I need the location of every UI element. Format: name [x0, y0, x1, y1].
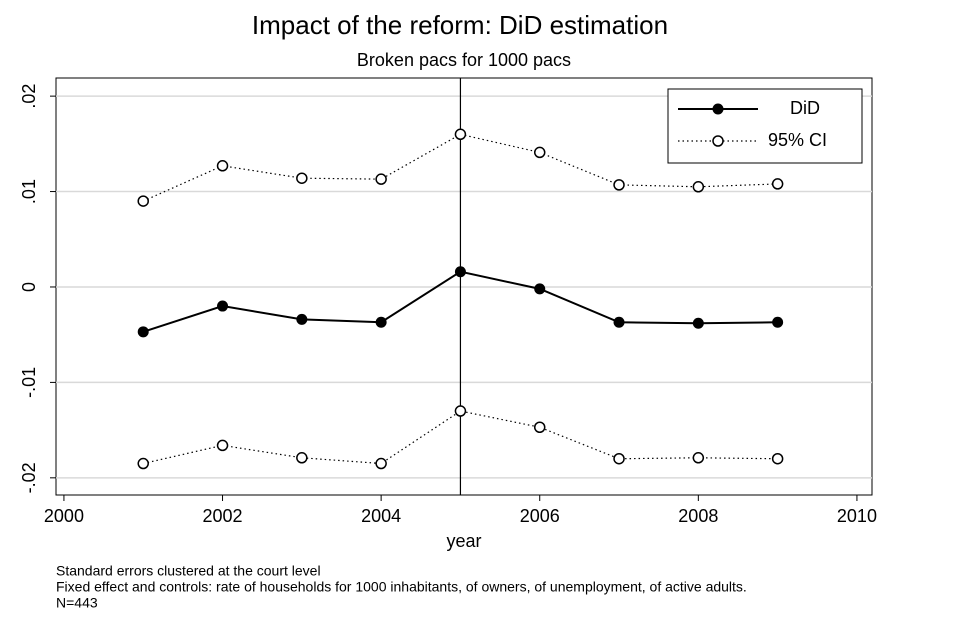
ci-marker	[137, 195, 149, 207]
did-marker	[772, 316, 784, 328]
ci-marker	[692, 452, 705, 464]
x-tick-label: 2004	[361, 506, 401, 526]
ci-marker	[375, 173, 387, 185]
ci-marker	[613, 452, 625, 465]
did-marker	[375, 316, 387, 328]
legend-swatch	[712, 103, 724, 115]
x-tick-label: 2002	[203, 506, 243, 526]
ci-marker	[216, 439, 229, 452]
x-tick-label: 2000	[44, 506, 84, 526]
y-tick-label: -.01	[19, 367, 39, 398]
ci-marker	[771, 452, 784, 465]
legend-label: DiD	[790, 98, 820, 118]
x-tick-label: 2006	[520, 506, 560, 526]
note: Standard errors clustered at the court l…	[56, 563, 321, 579]
note: Fixed effect and controls: rate of house…	[56, 579, 747, 595]
y-tick-label: 0	[19, 282, 39, 292]
ci-marker	[216, 160, 229, 172]
ci-marker	[296, 172, 308, 184]
x-tick-label: 2010	[837, 506, 877, 526]
did-marker	[217, 300, 229, 312]
ci-marker	[692, 181, 705, 193]
ci-marker	[454, 128, 467, 141]
did-marker	[454, 266, 466, 278]
legend-label: 95% CI	[768, 130, 827, 150]
did-marker	[692, 317, 704, 329]
chart-subtitle: Broken pacs for 1000 pacs	[357, 50, 571, 70]
ci-marker	[533, 146, 546, 159]
ci-marker	[454, 405, 467, 417]
ci-marker	[296, 452, 308, 464]
legend-box	[667, 88, 863, 164]
x-tick-label: 2008	[678, 506, 718, 526]
y-tick-label: -.02	[19, 462, 39, 493]
ci-marker	[533, 421, 546, 433]
ci-line	[143, 410, 778, 465]
did-marker	[137, 326, 149, 338]
legend-swatch	[712, 135, 724, 147]
y-tick-label: .01	[19, 179, 39, 204]
did-marker	[534, 283, 546, 295]
ci-line	[142, 133, 778, 202]
y-tick-label: .02	[19, 84, 39, 109]
x-axis-label: year	[446, 531, 481, 551]
did-marker	[296, 313, 308, 325]
note: N=443	[56, 595, 98, 611]
ci-marker	[375, 457, 387, 470]
ci-marker	[771, 178, 784, 190]
did-marker	[613, 316, 625, 328]
ci-marker	[613, 179, 625, 191]
ci-marker	[137, 457, 149, 470]
chart-title: Impact of the reform: DiD estimation	[252, 10, 668, 40]
